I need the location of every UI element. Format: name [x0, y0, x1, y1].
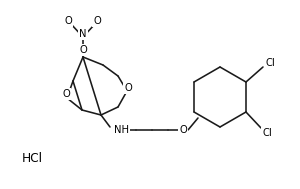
Text: NH: NH — [114, 125, 129, 135]
Text: O: O — [79, 45, 87, 55]
Text: Cl: Cl — [265, 58, 275, 68]
Text: O: O — [93, 16, 101, 26]
Text: O: O — [124, 83, 132, 93]
Text: N: N — [79, 29, 87, 39]
Text: O: O — [62, 89, 70, 99]
Text: Cl: Cl — [262, 128, 272, 138]
Text: O: O — [179, 125, 187, 135]
Text: HCl: HCl — [22, 152, 43, 164]
Text: O: O — [64, 16, 72, 26]
